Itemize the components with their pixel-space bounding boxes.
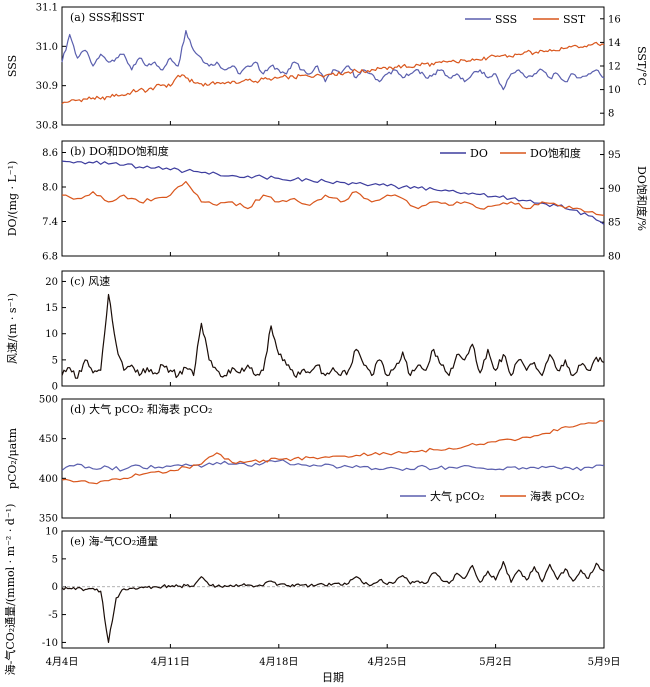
legend-entry: SSS <box>495 13 517 26</box>
y2-tick-label: 95 <box>608 150 621 161</box>
series-line-series-0 <box>61 293 605 379</box>
legend-entry: DO饱和度 <box>530 146 581 160</box>
series-line-DO饱和度 <box>62 181 605 216</box>
y2-tick-label: 14 <box>608 38 621 49</box>
series-line-海表-pCO₂ <box>61 420 605 485</box>
series-line-DO <box>61 160 605 225</box>
series-line-SST <box>61 41 605 105</box>
x-tick-label: 4月25日 <box>368 656 407 668</box>
x-tick-label: 4月11日 <box>151 656 190 668</box>
y2-axis-label: DO饱和度/% <box>635 166 649 231</box>
legend-entry: 大气 pCO₂ <box>430 489 484 503</box>
series-line-series-0 <box>61 560 605 644</box>
panel-d <box>61 398 605 519</box>
y2-tick-label: 90 <box>608 184 621 195</box>
y-tick-label: 450 <box>39 434 58 445</box>
y-tick-label: 15 <box>45 303 58 314</box>
series-line-大气-pCO₂ <box>61 459 605 472</box>
x-tick-label: 4月18日 <box>259 656 298 668</box>
legend-entry: SST <box>563 13 586 26</box>
y-tick-label: 5 <box>52 355 58 366</box>
x-axis-label: 日期 <box>322 671 344 684</box>
panel-label: (d) 大气 pCO₂ 和海表 pCO₂ <box>70 402 212 416</box>
panel-label: (a) SSS和SST <box>70 11 145 24</box>
y-tick-label: 350 <box>39 514 58 525</box>
y-tick-label: -10 <box>42 638 58 649</box>
y-tick-label: 8.6 <box>42 148 58 159</box>
y2-tick-label: 85 <box>608 218 621 229</box>
y-tick-label: 10 <box>45 329 58 340</box>
y-tick-label: 0 <box>52 382 58 393</box>
y-tick-label: 31.1 <box>36 3 58 14</box>
legend-entry: 海表 pCO₂ <box>530 489 584 503</box>
y2-tick-label: 80 <box>608 252 621 263</box>
x-tick-label: 5月9日 <box>588 656 621 668</box>
panel-frame <box>61 270 605 387</box>
panel-frame <box>61 140 605 257</box>
y-axis-label: SSS <box>6 55 19 77</box>
y-tick-label: 8.0 <box>42 183 58 194</box>
y2-tick-label: 12 <box>608 62 621 73</box>
panel-a <box>61 6 605 126</box>
panel-label: (c) 风速 <box>70 275 110 288</box>
panel-frame <box>61 6 605 126</box>
y-tick-label: 31.0 <box>36 42 58 53</box>
panel-e <box>61 530 605 649</box>
y-tick-label: -5 <box>48 610 58 621</box>
y-tick-label: 500 <box>39 395 58 406</box>
y-tick-label: 30.9 <box>36 81 58 92</box>
panel-frame <box>61 530 605 649</box>
y-tick-label: 10 <box>45 527 58 538</box>
panel-label: (b) DO和DO饱和度 <box>70 144 169 158</box>
y-tick-label: 0 <box>52 582 58 593</box>
y2-tick-label: 16 <box>608 14 621 25</box>
y2-tick-label: 8 <box>608 109 614 120</box>
y-tick-label: 5 <box>52 554 58 565</box>
y-axis-label: DO/(mg · L⁻¹) <box>6 161 19 237</box>
x-tick-label: 4月4日 <box>46 656 79 668</box>
y-tick-label: 20 <box>45 277 58 288</box>
y-axis-label: 海-气CO₂通量/(mmol · m⁻² · d⁻¹) <box>3 504 17 676</box>
y-axis-label: 风速/(m · s⁻¹) <box>6 293 19 364</box>
series-line-SSS <box>61 30 605 91</box>
y-tick-label: 400 <box>39 474 58 485</box>
panel-label: (e) 海-气CO₂通量 <box>70 534 158 548</box>
y-tick-label: 6.8 <box>42 252 58 263</box>
y-tick-label: 30.8 <box>36 121 58 132</box>
panel-c <box>61 270 605 387</box>
x-tick-label: 5月2日 <box>479 656 512 668</box>
y2-tick-label: 10 <box>608 85 621 96</box>
y-tick-label: 7.4 <box>42 217 58 228</box>
panel-frame <box>61 398 605 519</box>
panel-b <box>61 140 605 257</box>
y2-axis-label: SST/°C <box>635 46 648 86</box>
y-axis-label: pCO₂/μatm <box>6 427 19 489</box>
legend-entry: DO <box>470 147 488 160</box>
